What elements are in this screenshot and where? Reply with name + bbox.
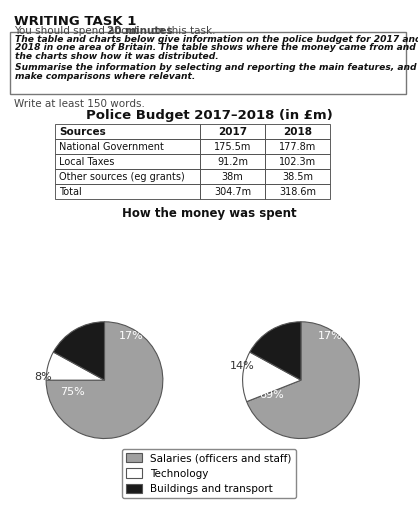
Wedge shape (54, 322, 104, 380)
Text: The table and charts below give information on the police budget for 2017 and: The table and charts below give informat… (15, 35, 418, 44)
Legend: Salaries (officers and staff), Technology, Buildings and transport: Salaries (officers and staff), Technolog… (122, 449, 296, 498)
Text: 75%: 75% (60, 387, 85, 397)
Bar (200, 154, 265, 169)
Text: You should spend about: You should spend about (14, 26, 142, 36)
Text: Write at least 150 words.: Write at least 150 words. (14, 99, 145, 109)
Bar (200, 169, 265, 184)
Text: 2018: 2018 (283, 127, 312, 137)
Bar (200, 124, 265, 139)
Text: Sources: Sources (59, 127, 106, 137)
Wedge shape (250, 322, 301, 380)
Text: 318.6m: 318.6m (279, 187, 316, 197)
Text: 2018: 2018 (301, 392, 335, 405)
Bar (200, 139, 265, 154)
Bar (55, 124, 200, 139)
Text: How the money was spent: How the money was spent (122, 207, 296, 220)
Wedge shape (46, 352, 104, 380)
Text: 175.5m: 175.5m (214, 142, 251, 152)
Text: Local Taxes: Local Taxes (59, 157, 115, 167)
Bar (265, 139, 330, 154)
Text: 2017: 2017 (218, 127, 247, 137)
Text: 8%: 8% (34, 372, 52, 382)
Text: the charts show how it was distributed.: the charts show how it was distributed. (15, 52, 219, 61)
Bar (10, 32, 406, 94)
Text: 20 minutes: 20 minutes (107, 26, 173, 36)
Bar (55, 184, 200, 199)
Text: 102.3m: 102.3m (279, 157, 316, 167)
Wedge shape (46, 322, 163, 438)
Text: make comparisons where relevant.: make comparisons where relevant. (15, 72, 195, 81)
Text: 177.8m: 177.8m (279, 142, 316, 152)
Bar (200, 184, 265, 199)
Text: 91.2m: 91.2m (217, 157, 248, 167)
Text: Total: Total (59, 187, 82, 197)
Text: 17%: 17% (118, 331, 143, 342)
Text: WRITING TASK 1: WRITING TASK 1 (14, 15, 136, 28)
Bar (265, 169, 330, 184)
Wedge shape (247, 322, 359, 438)
Bar (265, 154, 330, 169)
Text: 304.7m: 304.7m (214, 187, 251, 197)
Text: Police Budget 2017–2018 (in £m): Police Budget 2017–2018 (in £m) (86, 109, 332, 122)
Bar (55, 169, 200, 184)
Text: 38m: 38m (222, 172, 243, 182)
Bar (55, 154, 200, 169)
Text: Summarise the information by selecting and reporting the main features, and: Summarise the information by selecting a… (15, 63, 416, 73)
Text: 69%: 69% (260, 390, 284, 400)
Text: Other sources (eg grants): Other sources (eg grants) (59, 172, 185, 182)
Text: National Government: National Government (59, 142, 164, 152)
Text: 17%: 17% (318, 331, 342, 342)
Text: 2018 in one area of Britain. The table shows where the money came from and: 2018 in one area of Britain. The table s… (15, 44, 416, 53)
Text: 2017: 2017 (72, 392, 107, 405)
Text: 38.5m: 38.5m (282, 172, 313, 182)
Bar (265, 124, 330, 139)
Text: on this task.: on this task. (148, 26, 215, 36)
Text: 14%: 14% (230, 360, 255, 371)
Bar (55, 139, 200, 154)
Bar (265, 184, 330, 199)
Wedge shape (242, 352, 301, 401)
